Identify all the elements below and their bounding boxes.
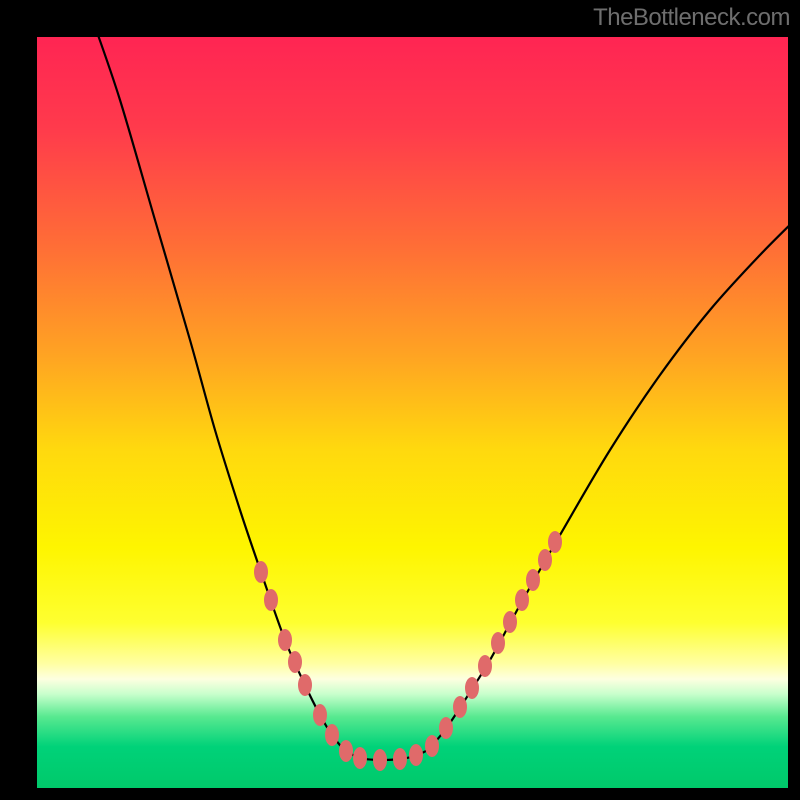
marker-point [393, 748, 407, 770]
marker-point [298, 674, 312, 696]
marker-point [425, 735, 439, 757]
marker-point [538, 549, 552, 571]
marker-point [339, 740, 353, 762]
marker-point [526, 569, 540, 591]
marker-point [373, 749, 387, 771]
marker-point [478, 655, 492, 677]
marker-point [515, 589, 529, 611]
marker-point [313, 704, 327, 726]
marker-point [288, 651, 302, 673]
marker-point [264, 589, 278, 611]
marker-point [491, 632, 505, 654]
marker-point [439, 717, 453, 739]
marker-point [453, 696, 467, 718]
marker-point [325, 724, 339, 746]
marker-point [353, 747, 367, 769]
left-curve [92, 18, 344, 750]
curve-markers [254, 531, 562, 771]
marker-point [278, 629, 292, 651]
marker-point [465, 677, 479, 699]
curve-layer [0, 0, 800, 800]
marker-point [254, 561, 268, 583]
marker-point [503, 611, 517, 633]
watermark-text: TheBottleneck.com [593, 4, 790, 32]
marker-point [548, 531, 562, 553]
marker-point [409, 744, 423, 766]
chart-container: TheBottleneck.com [0, 0, 800, 800]
